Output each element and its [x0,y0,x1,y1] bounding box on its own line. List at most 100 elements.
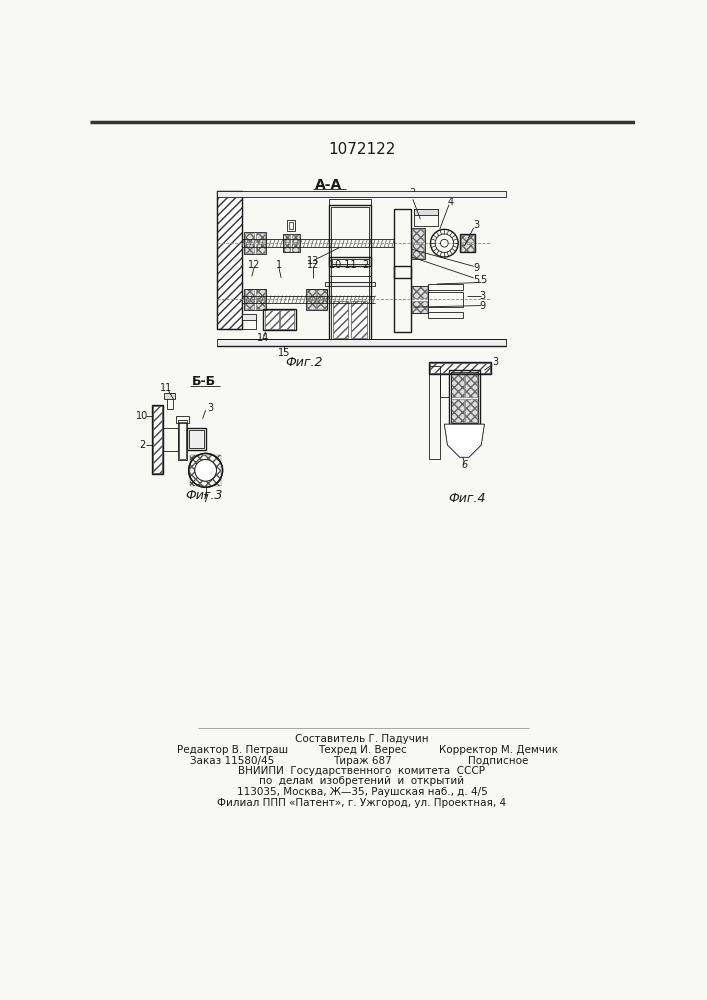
Bar [412,286,428,298]
Polygon shape [444,424,484,457]
Bar [152,405,163,474]
Text: по  делам  изобретений  и  открытий: по делам изобретений и открытий [259,776,464,786]
Text: 3: 3 [207,403,214,413]
Text: 10: 10 [136,411,148,421]
Text: Фиг.4: Фиг.4 [449,492,486,505]
Bar [333,301,348,338]
Bar [153,406,162,473]
Text: 2: 2 [363,260,369,270]
Bar [414,209,438,226]
Text: 1072122: 1072122 [328,142,396,157]
Text: 5: 5 [474,275,480,285]
Text: 11: 11 [160,383,172,393]
Bar [429,362,491,374]
Bar [317,289,327,299]
Bar [217,339,506,346]
Bar [428,292,463,307]
Text: А-А: А-А [315,178,342,192]
Bar [292,235,299,242]
Bar [284,244,291,252]
Bar [190,455,221,486]
Text: 3: 3 [480,291,486,301]
Bar [256,300,265,309]
Text: Подписное: Подписное [468,756,528,766]
Bar [411,228,425,259]
Text: 5: 5 [480,275,486,285]
Text: 12: 12 [248,260,260,270]
Bar [460,234,475,252]
Bar [245,233,254,242]
Bar [395,209,411,278]
Bar [429,366,440,459]
Text: Составитель Г. Падучин: Составитель Г. Падучин [295,734,428,744]
Bar [217,191,506,197]
Bar [164,393,175,399]
Text: Заказ 11580/45: Заказ 11580/45 [190,756,275,766]
Bar [428,284,463,290]
Bar [317,300,327,309]
Text: 10 11: 10 11 [329,260,356,270]
Text: ВНИИПИ  Государственного  комитета  СССР: ВНИИПИ Государственного комитета СССР [238,766,486,776]
Bar [450,372,478,423]
Text: 4: 4 [448,197,454,207]
Bar [412,244,424,258]
Text: Филиал ППП «Патент», г. Ужгород, ул. Проектная, 4: Филиал ППП «Патент», г. Ужгород, ул. Про… [217,798,506,808]
Bar [307,289,316,299]
Text: 2: 2 [409,188,415,198]
Text: 9: 9 [480,301,486,311]
Bar [428,312,463,318]
Bar [217,191,242,329]
Bar [440,374,449,397]
Circle shape [195,460,216,481]
Bar [245,300,254,309]
Bar [451,374,464,397]
Bar [284,235,291,242]
Bar [163,428,178,451]
Bar [307,300,316,309]
Bar [264,309,296,330]
Bar [412,301,428,312]
Bar [331,207,369,264]
Bar [329,199,371,205]
Text: 13: 13 [308,256,320,266]
Bar [189,430,204,448]
Bar [430,363,490,373]
Text: Б-Б: Б-Б [192,375,216,388]
Bar [256,244,265,253]
Bar [329,257,371,342]
Circle shape [440,239,448,247]
Text: 9: 9 [474,263,480,273]
Text: Редактор В. Петраш: Редактор В. Петраш [177,745,288,755]
Bar [178,420,187,460]
Bar [245,244,254,253]
Bar [351,301,366,338]
Text: 6: 6 [461,460,467,470]
Bar [465,374,477,397]
Bar [395,266,411,332]
Text: Тираж 687: Тираж 687 [332,756,392,766]
Bar [283,234,300,252]
Text: 1: 1 [276,260,282,270]
Bar [176,416,189,423]
Bar [412,229,424,242]
Bar [288,222,293,229]
Bar [451,399,464,422]
Text: Фиг.2: Фиг.2 [286,356,323,369]
Bar [244,232,266,254]
Bar [292,244,299,252]
Bar [414,209,438,215]
Text: 7: 7 [202,494,209,504]
Bar [242,318,256,329]
Bar [265,310,279,329]
Text: Фиг.3: Фиг.3 [185,489,223,502]
Text: 3: 3 [474,220,480,230]
Bar [331,259,369,339]
Bar [256,233,265,242]
Bar [460,235,474,242]
Bar [180,422,186,459]
Circle shape [201,466,210,475]
Bar [242,314,256,320]
Bar [465,399,477,422]
Text: Корректор М. Демчик: Корректор М. Демчик [438,745,558,755]
Text: Техред И. Верес: Техред И. Верес [317,745,407,755]
